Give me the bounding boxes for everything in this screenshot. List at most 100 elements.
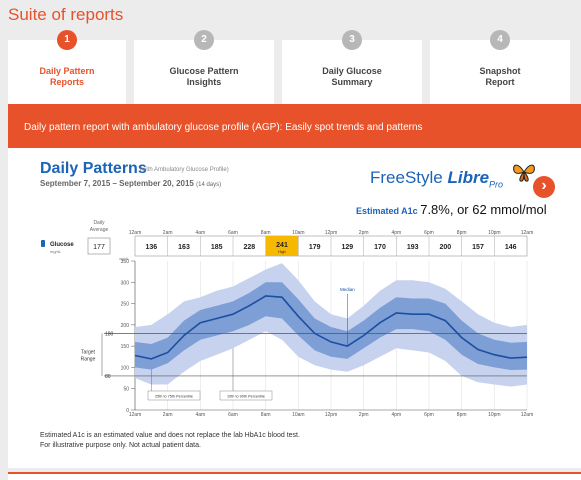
tab-snapshot-report[interactable]: 4 Snapshot Report bbox=[430, 30, 570, 104]
p25-75-label: 25th to 75th Percentile bbox=[155, 395, 193, 399]
time-label-bottom: 12am bbox=[521, 412, 534, 418]
glucose-bin-value: 193 bbox=[407, 244, 419, 251]
time-label-bottom: 12pm bbox=[325, 412, 338, 418]
disclaimer-line-1: Estimated A1c is an estimated value and … bbox=[40, 432, 300, 439]
glucose-bin-value: 163 bbox=[178, 244, 190, 251]
tab-label: Glucose Pattern Insights bbox=[169, 66, 239, 87]
glucose-bin-value: 146 bbox=[505, 244, 517, 251]
daily-average-box bbox=[87, 237, 111, 255]
a1c-value: 7.8%, or 62 mmol/mol bbox=[420, 202, 547, 217]
glucose-bin-value: 157 bbox=[472, 244, 484, 251]
tab-daily-pattern-reports[interactable]: 1 Daily Pattern Reports bbox=[8, 30, 126, 104]
brand-main: FreeStyle bbox=[370, 168, 448, 187]
time-label-top: 10am bbox=[292, 230, 305, 236]
y-tick-label: 350 bbox=[121, 259, 130, 265]
time-label-top: 10pm bbox=[488, 230, 501, 236]
glucose-bin-value: 179 bbox=[309, 244, 321, 251]
time-label-top: 4am bbox=[195, 230, 205, 236]
footer-bar bbox=[8, 472, 581, 480]
p25-75-box bbox=[147, 390, 201, 401]
glucose-bin-value: 228 bbox=[243, 244, 255, 251]
day-count: (14 days) bbox=[196, 182, 222, 188]
y-tick-label: 0 bbox=[126, 408, 129, 414]
glucose-bin-value: 170 bbox=[374, 244, 386, 251]
time-label-bottom: 6am bbox=[228, 412, 238, 418]
glucose-row-label: Glucose bbox=[50, 242, 74, 248]
y-tick-label: 150 bbox=[121, 344, 130, 350]
p10-90-label: 10th to 90th Percentile bbox=[227, 395, 265, 399]
daily-average-value: 177 bbox=[93, 244, 105, 251]
step-number: 1 bbox=[57, 30, 77, 50]
median-label: Median bbox=[340, 287, 355, 292]
tab-label: Daily Pattern Reports bbox=[39, 66, 95, 87]
time-label-bottom: 12am bbox=[129, 412, 142, 418]
section-banner: Daily pattern report with ambulatory glu… bbox=[8, 104, 581, 148]
brand-suffix: Pro bbox=[489, 179, 504, 190]
step-number: 2 bbox=[194, 30, 214, 50]
time-label-top: 12pm bbox=[325, 230, 338, 236]
page-title: Suite of reports bbox=[8, 5, 124, 24]
glucose-bin-value: 136 bbox=[145, 244, 157, 251]
daily-average-label: Average bbox=[90, 227, 109, 233]
glucose-bin-high-label: High bbox=[278, 250, 285, 254]
report-dates: September 7, 2015 – September 20, 2015 (… bbox=[40, 179, 221, 188]
tab-label: Daily Glucose Summary bbox=[322, 66, 382, 87]
sensor-icon bbox=[41, 240, 45, 247]
glucose-bin-high bbox=[265, 236, 299, 256]
butterfly-icon bbox=[513, 164, 535, 182]
step-number: 3 bbox=[342, 30, 362, 50]
time-label-top: 8am bbox=[261, 230, 271, 236]
glucose-unit-label: mg/dL bbox=[50, 249, 62, 254]
tab-glucose-pattern-insights[interactable]: 2 Glucose Pattern Insights bbox=[134, 30, 274, 104]
time-label-top: 2am bbox=[163, 230, 173, 236]
a1c-label: Estimated A1c bbox=[356, 206, 418, 216]
time-label-bottom: 2am bbox=[163, 412, 173, 418]
y-tick-label: 100 bbox=[121, 365, 130, 371]
date-range: September 7, 2015 – September 20, 2015 bbox=[40, 179, 194, 188]
percentile-10-90-band bbox=[135, 263, 527, 387]
time-label-bottom: 8am bbox=[261, 412, 271, 418]
median-line bbox=[134, 295, 528, 360]
estimated-a1c: Estimated A1c 7.8%, or 62 mmol/mol bbox=[356, 202, 547, 217]
disclaimer-line-2: For illustrative purpose only. Not actua… bbox=[40, 442, 201, 449]
p10-90-box bbox=[219, 390, 273, 401]
brand-bold: Libre bbox=[447, 168, 490, 187]
glucose-bin-value: 129 bbox=[341, 244, 353, 251]
time-label-bottom: 10am bbox=[292, 412, 305, 418]
time-label-bottom: 8pm bbox=[457, 412, 467, 418]
report-tabs: 1 Daily Pattern Reports 2 Glucose Patter… bbox=[8, 28, 581, 104]
target-range-label: Target bbox=[81, 350, 96, 356]
time-label-top: 12am bbox=[129, 230, 142, 236]
agp-chart: DailyAverage177Glucosemg/dL12am12am2am2a… bbox=[41, 220, 534, 418]
next-button[interactable]: › bbox=[533, 176, 555, 198]
y-tick-label: 250 bbox=[121, 302, 130, 308]
time-label-bottom: 4am bbox=[195, 412, 205, 418]
tab-label: Snapshot Report bbox=[479, 66, 521, 87]
brand-logo: FreeStyle LibrePro bbox=[370, 168, 503, 189]
chevron-right-icon: › bbox=[541, 177, 547, 194]
target-high-label: 180 bbox=[105, 331, 114, 337]
y-unit-label: mg/dL bbox=[119, 257, 129, 261]
report-title: Daily Patterns bbox=[40, 160, 147, 177]
time-label-bottom: 6pm bbox=[424, 412, 434, 418]
time-label-bottom: 4pm bbox=[391, 412, 401, 418]
time-label-top: 4pm bbox=[391, 230, 401, 236]
y-tick-label: 300 bbox=[121, 280, 130, 286]
time-label-top: 2pm bbox=[359, 230, 369, 236]
glucose-bin-value: 200 bbox=[439, 244, 451, 251]
step-number: 4 bbox=[490, 30, 510, 50]
percentile-25-75-band bbox=[135, 282, 527, 370]
glucose-bin-value: 185 bbox=[211, 244, 223, 251]
time-label-top: 6am bbox=[228, 230, 238, 236]
time-label-bottom: 10pm bbox=[488, 412, 501, 418]
target-low-label: 80 bbox=[105, 374, 111, 380]
y-tick-label: 50 bbox=[123, 387, 129, 393]
time-label-top: 6pm bbox=[424, 230, 434, 236]
y-tick-label: 200 bbox=[121, 323, 130, 329]
tab-daily-glucose-summary[interactable]: 3 Daily Glucose Summary bbox=[282, 30, 422, 104]
daily-average-label: Daily bbox=[93, 220, 105, 226]
report-subtitle: (with Ambulatory Glucose Profile) bbox=[140, 167, 229, 173]
report-panel: Daily Patterns (with Ambulatory Glucose … bbox=[8, 148, 581, 468]
target-range-label: Range bbox=[81, 357, 96, 363]
time-label-top: 12am bbox=[521, 230, 534, 236]
